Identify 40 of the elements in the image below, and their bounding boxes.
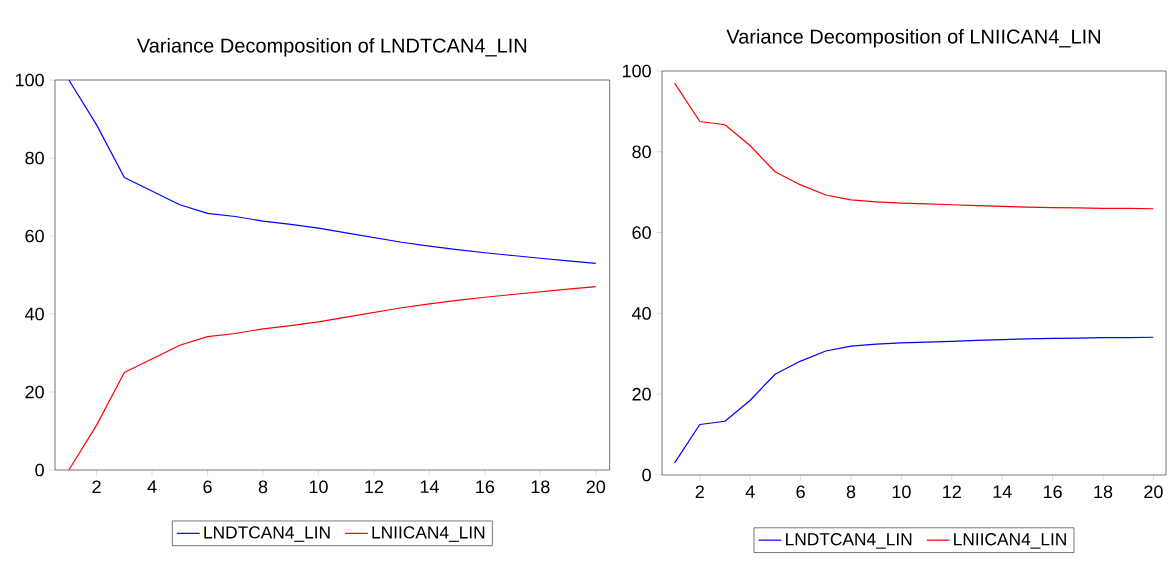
x-tick-label: 20 <box>1144 485 1163 499</box>
y-tick-label: 100 <box>622 64 651 78</box>
x-tick-label: 16 <box>1043 485 1062 499</box>
x-tick-label: 18 <box>1094 485 1113 499</box>
x-tick-label: 4 <box>147 480 157 493</box>
x-tick-label: 10 <box>892 485 911 499</box>
y-tick-label: 0 <box>35 463 44 477</box>
x-tick-label: 4 <box>745 485 755 498</box>
y-tick-label: 20 <box>25 385 44 399</box>
y-tick-label: 20 <box>632 387 651 401</box>
line-series <box>674 336 1155 464</box>
chart-title: Variance Decomposition of LNIICAN4_LIN <box>726 28 1100 48</box>
y-tick-label: 0 <box>642 468 651 482</box>
x-tick-label: 8 <box>846 485 856 499</box>
x-tick-label: 12 <box>365 480 384 493</box>
legend-label: LNIICAN4_LIN <box>372 526 485 542</box>
y-tick-label: 100 <box>15 73 44 87</box>
x-tick-label: 14 <box>993 485 1012 498</box>
x-tick-label: 2 <box>92 480 101 493</box>
x-tick-label: 16 <box>476 480 495 494</box>
y-tick-label: 40 <box>632 307 651 320</box>
x-tick-label: 10 <box>309 480 328 494</box>
x-tick-label: 20 <box>586 480 606 494</box>
x-tick-label: 2 <box>695 485 704 498</box>
x-tick-label: 12 <box>943 485 961 498</box>
legend-label: LNDTCAN4_LIN <box>204 526 330 542</box>
y-tick-label: 60 <box>632 226 651 239</box>
x-tick-label: 18 <box>531 480 550 494</box>
legend-label: LNIICAN4_LIN <box>954 533 1066 549</box>
y-tick-label: 60 <box>25 229 44 243</box>
x-tick-label: 14 <box>420 480 439 493</box>
x-tick-label: 6 <box>796 485 805 499</box>
y-tick-label: 80 <box>632 145 651 159</box>
y-tick-label: 40 <box>25 307 44 321</box>
x-tick-label: 8 <box>258 480 268 494</box>
x-tick-label: 6 <box>203 480 212 494</box>
y-tick-label: 80 <box>25 151 44 165</box>
line-series <box>674 82 1155 210</box>
legend-label: LNDTCAN4_LIN <box>786 533 912 549</box>
chart-title: Variance Decomposition of LNDTCAN4_LIN <box>136 37 527 57</box>
